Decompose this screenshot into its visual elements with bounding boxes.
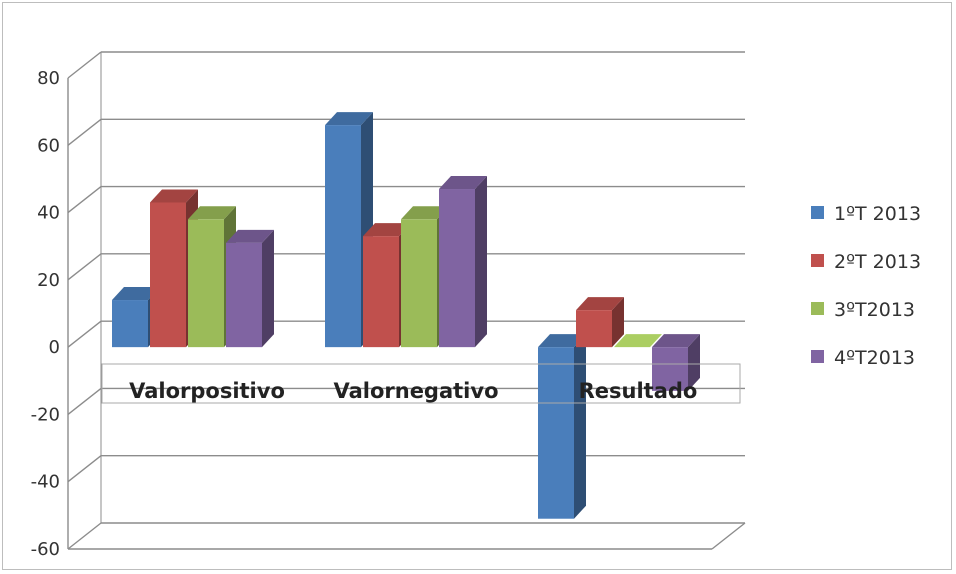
y-tick-label: 20: [37, 270, 60, 291]
gridline-side: [67, 320, 102, 348]
legend-label: 3ºT2013: [834, 299, 915, 321]
y-tick-label: -40: [31, 472, 60, 493]
gridline-side: [67, 387, 102, 415]
legend-swatch: [811, 302, 824, 315]
bar: [226, 242, 262, 348]
category-label-band: [101, 363, 741, 404]
bar-top: [652, 334, 700, 348]
legend-label: 2ºT 2013: [834, 251, 921, 273]
gridline-side: [67, 186, 102, 214]
bar-side: [688, 334, 700, 391]
category-label: Valorpositivo: [129, 379, 285, 403]
bar-top: [325, 112, 373, 126]
legend-label: 1ºT 2013: [834, 203, 921, 225]
bar: [325, 125, 361, 348]
bar-top: [538, 334, 586, 348]
bar-top: [226, 229, 274, 243]
bar: [439, 189, 475, 348]
bar-side: [475, 176, 487, 348]
legend-swatch: [811, 350, 824, 363]
bar-top: [576, 297, 624, 311]
y-tick-label: 0: [49, 337, 60, 358]
bar-side: [612, 297, 624, 348]
category-label: Resultado: [579, 379, 698, 403]
bar-top: [188, 206, 236, 220]
bar-top: [401, 206, 449, 220]
bar: [150, 202, 186, 348]
bar: [112, 300, 148, 348]
bar: [652, 347, 688, 391]
category-label: Valornegativo: [333, 379, 498, 403]
bar: [614, 334, 662, 348]
y-tick-label: 60: [37, 135, 60, 156]
y-tick-label: -60: [31, 539, 60, 560]
legend-label: 4ºT2013: [834, 347, 915, 369]
bar-side: [262, 229, 274, 348]
bar: [538, 347, 574, 519]
bar-top: [150, 189, 198, 203]
gridline-side: [67, 51, 102, 79]
gridline-side: [67, 455, 102, 483]
gridline-side: [67, 118, 102, 146]
bar-side: [574, 334, 586, 519]
bar: [576, 310, 612, 348]
bar-top: [363, 223, 411, 237]
legend-swatch: [811, 254, 824, 267]
y-tick-label: 40: [37, 203, 60, 224]
bar-top: [439, 176, 487, 190]
gridline-side: [67, 253, 102, 281]
y-tick-label: 80: [37, 68, 60, 89]
y-tick-label: -20: [31, 404, 60, 425]
bar: [401, 219, 437, 348]
bar: [363, 236, 399, 348]
gridline-side: [67, 522, 102, 550]
bar-top: [112, 287, 160, 301]
bar: [188, 219, 224, 348]
legend-swatch: [811, 206, 824, 219]
floor-right-edge: [711, 522, 746, 550]
